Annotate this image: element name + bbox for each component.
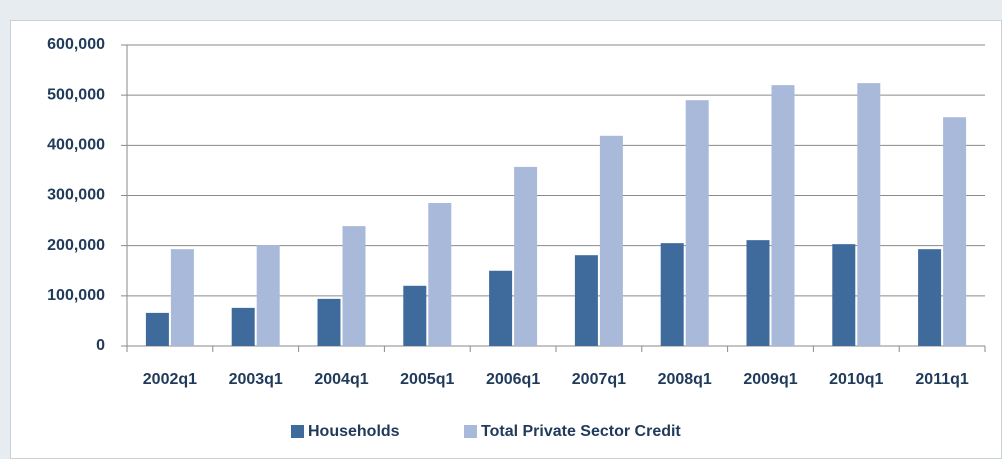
y-tick-label: 600,000 — [47, 36, 105, 53]
y-tick-label: 100,000 — [47, 287, 105, 304]
y-tick-label: 200,000 — [47, 237, 105, 254]
y-tick-label: 300,000 — [47, 187, 105, 204]
x-tick-label: 2007q1 — [572, 371, 626, 388]
bar — [685, 100, 709, 346]
bar — [943, 117, 967, 347]
bar — [918, 249, 942, 346]
chart-panel — [10, 20, 1002, 459]
legend-label: Total Private Sector Credit — [481, 423, 681, 440]
y-tick-label: 0 — [96, 337, 105, 354]
x-tick-label: 2011q1 — [915, 371, 968, 388]
bar — [317, 298, 341, 346]
bar — [599, 135, 623, 346]
bar — [145, 312, 169, 346]
legend-label: Households — [308, 423, 400, 440]
bar — [832, 244, 856, 346]
bar — [574, 255, 598, 346]
x-tick-label: 2003q1 — [229, 371, 283, 388]
bar — [857, 83, 881, 347]
bar — [403, 285, 427, 346]
legend-swatch — [291, 425, 304, 438]
bar — [489, 270, 513, 346]
x-tick-label: 2002q1 — [143, 371, 197, 388]
bar — [231, 307, 255, 346]
x-tick-label: 2010q1 — [829, 371, 883, 388]
bar — [660, 243, 684, 346]
x-tick-label: 2006q1 — [486, 371, 540, 388]
y-tick-label: 400,000 — [47, 137, 105, 154]
y-tick-label: 500,000 — [47, 86, 105, 103]
x-tick-label: 2008q1 — [658, 371, 712, 388]
bar — [170, 249, 194, 346]
x-tick-label: 2005q1 — [400, 371, 454, 388]
legend-swatch — [464, 425, 477, 438]
bar — [342, 226, 366, 346]
bar — [514, 166, 538, 346]
bar — [256, 245, 280, 346]
bar — [746, 240, 770, 346]
bar — [428, 203, 452, 346]
x-tick-label: 2004q1 — [314, 371, 368, 388]
x-tick-label: 2009q1 — [743, 371, 797, 388]
bar — [771, 85, 795, 346]
